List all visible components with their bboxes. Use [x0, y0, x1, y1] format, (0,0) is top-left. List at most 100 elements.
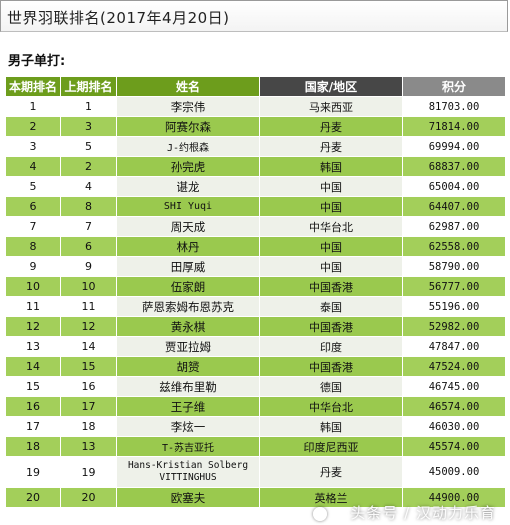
cell-current-rank: 19 — [5, 456, 61, 488]
cell-current-rank: 14 — [5, 356, 61, 377]
table-row: 1 1 李宗伟 马来西亚 81703.00 — [5, 96, 506, 117]
cell-country: 泰国 — [259, 296, 403, 317]
cell-previous-rank: 3 — [60, 116, 117, 137]
cell-current-rank: 2 — [5, 116, 61, 137]
cell-player-name: 伍家朗 — [116, 276, 260, 297]
cell-points: 69994.00 — [402, 136, 506, 157]
cell-current-rank: 7 — [5, 216, 61, 237]
cell-player-name: 李宗伟 — [116, 96, 260, 117]
cell-previous-rank: 10 — [60, 276, 117, 297]
cell-country: 中国 — [259, 256, 403, 277]
cell-player-name: 田厚威 — [116, 256, 260, 277]
cell-country: 丹麦 — [259, 136, 403, 157]
column-header-country: 国家/地区 — [259, 76, 403, 97]
cell-previous-rank: 19 — [60, 456, 117, 488]
table-row: 13 14 贾亚拉姆 印度 47847.00 — [5, 336, 506, 357]
cell-points: 45009.00 — [402, 456, 506, 488]
cell-points: 45574.00 — [402, 436, 506, 457]
cell-current-rank: 18 — [5, 436, 61, 457]
cell-previous-rank: 1 — [60, 96, 117, 117]
cell-current-rank: 10 — [5, 276, 61, 297]
cell-previous-rank: 8 — [60, 196, 117, 217]
cell-country: 丹麦 — [259, 116, 403, 137]
cell-player-name: 萨恩索姆布恩苏克 — [116, 296, 260, 317]
table-row: 4 2 孙完虎 韩国 68837.00 — [5, 156, 506, 177]
cell-points: 46030.00 — [402, 416, 506, 437]
cell-previous-rank: 6 — [60, 236, 117, 257]
cell-previous-rank: 4 — [60, 176, 117, 197]
cell-points: 47524.00 — [402, 356, 506, 377]
cell-player-name: 欧塞夫 — [116, 487, 260, 508]
cell-previous-rank: 13 — [60, 436, 117, 457]
column-header-name: 姓名 — [116, 76, 260, 97]
cell-previous-rank: 5 — [60, 136, 117, 157]
cell-player-name: 贾亚拉姆 — [116, 336, 260, 357]
cell-previous-rank: 7 — [60, 216, 117, 237]
cell-player-name: 阿赛尔森 — [116, 116, 260, 137]
cell-country: 印度 — [259, 336, 403, 357]
table-row: 20 20 欧塞夫 英格兰 44900.00 — [5, 487, 506, 508]
watermark: 头条号 / 汉动力乐育 — [350, 504, 496, 522]
cell-country: 韩国 — [259, 156, 403, 177]
column-header-points: 积分 — [402, 76, 506, 97]
table-row: 18 13 T-苏吉亚托 印度尼西亚 45574.00 — [5, 436, 506, 457]
cell-points: 64407.00 — [402, 196, 506, 217]
cell-previous-rank: 11 — [60, 296, 117, 317]
cell-current-rank: 16 — [5, 396, 61, 417]
cell-points: 46574.00 — [402, 396, 506, 417]
title-bar: 世界羽联排名(2017年4月20日) — [0, 0, 508, 32]
cell-country: 中华台北 — [259, 396, 403, 417]
cell-points: 56777.00 — [402, 276, 506, 297]
cell-current-rank: 15 — [5, 376, 61, 397]
cell-country: 英格兰 — [259, 487, 403, 508]
cell-points: 62987.00 — [402, 216, 506, 237]
table-row: 11 11 萨恩索姆布恩苏克 泰国 55196.00 — [5, 296, 506, 317]
table-body: 1 1 李宗伟 马来西亚 81703.00 2 3 阿赛尔森 丹麦 71814.00 3 5 J-约根森… — [5, 96, 506, 508]
cell-previous-rank: 9 — [60, 256, 117, 277]
cell-points: 47847.00 — [402, 336, 506, 357]
cell-player-name: 胡赟 — [116, 356, 260, 377]
column-header-current-rank: 本期排名 — [5, 76, 61, 97]
cell-previous-rank: 12 — [60, 316, 117, 337]
table-row: 3 5 J-约根森 丹麦 69994.00 — [5, 136, 506, 157]
cell-points: 52982.00 — [402, 316, 506, 337]
cell-player-name: 黄永棋 — [116, 316, 260, 337]
cell-current-rank: 1 — [5, 96, 61, 117]
cell-player-name: 谌龙 — [116, 176, 260, 197]
cell-player-name: T-苏吉亚托 — [116, 436, 260, 457]
table-row: 9 9 田厚威 中国 58790.00 — [5, 256, 506, 277]
cell-current-rank: 3 — [5, 136, 61, 157]
cell-points: 65004.00 — [402, 176, 506, 197]
cell-country: 马来西亚 — [259, 96, 403, 117]
section-title: 男子单打: — [8, 54, 66, 69]
cell-points: 81703.00 — [402, 96, 506, 117]
cell-current-rank: 13 — [5, 336, 61, 357]
cell-current-rank: 20 — [5, 487, 61, 508]
cell-country: 印度尼西亚 — [259, 436, 403, 457]
table-row: 19 19 Hans-Kristian Solberg VITTINGHUS 丹麦 45… — [5, 456, 506, 488]
page-title: 世界羽联排名(2017年4月20日) — [7, 9, 230, 27]
cell-previous-rank: 2 — [60, 156, 117, 177]
table-row: 7 7 周天成 中华台北 62987.00 — [5, 216, 506, 237]
cell-points: 71814.00 — [402, 116, 506, 137]
table-row: 12 12 黄永棋 中国香港 52982.00 — [5, 316, 506, 337]
table-row: 10 10 伍家朗 中国香港 56777.00 — [5, 276, 506, 297]
cell-previous-rank: 15 — [60, 356, 117, 377]
cell-country: 中国香港 — [259, 276, 403, 297]
cell-country: 中国香港 — [259, 316, 403, 337]
table-row: 5 4 谌龙 中国 65004.00 — [5, 176, 506, 197]
cell-player-name: J-约根森 — [116, 136, 260, 157]
cell-current-rank: 17 — [5, 416, 61, 437]
cell-current-rank: 5 — [5, 176, 61, 197]
cell-previous-rank: 17 — [60, 396, 117, 417]
table-row: 6 8 SHI Yuqi 中国 64407.00 — [5, 196, 506, 217]
table-row: 2 3 阿赛尔森 丹麦 71814.00 — [5, 116, 506, 137]
cell-previous-rank: 20 — [60, 487, 117, 508]
cell-country: 韩国 — [259, 416, 403, 437]
cell-points: 58790.00 — [402, 256, 506, 277]
cell-current-rank: 8 — [5, 236, 61, 257]
cell-country: 中国 — [259, 236, 403, 257]
table-row: 14 15 胡赟 中国香港 47524.00 — [5, 356, 506, 377]
table-header-row: 本期排名 上期排名 姓名 国家/地区 积分 — [5, 76, 506, 97]
cell-country: 中国香港 — [259, 356, 403, 377]
